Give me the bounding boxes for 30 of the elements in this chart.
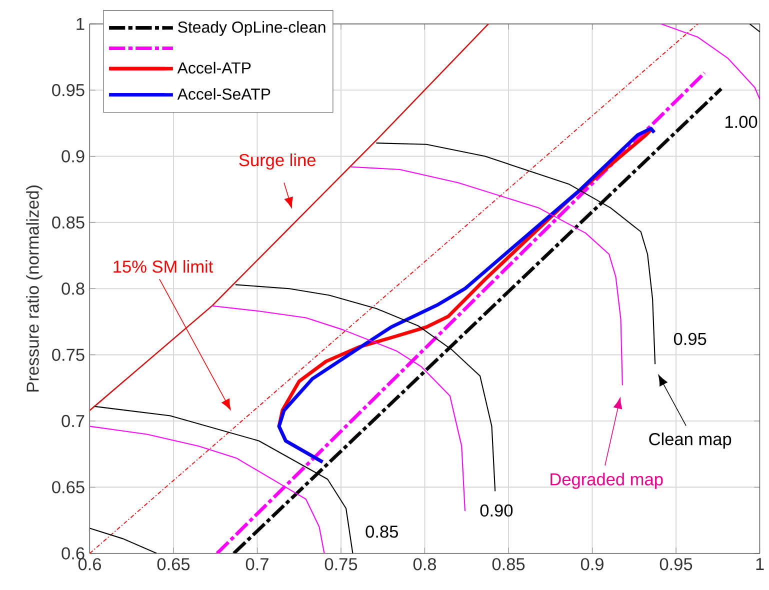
annotation: 0.95: [674, 332, 706, 345]
y-tick-label: 0.95: [52, 84, 84, 96]
annotation: Clean map: [649, 432, 732, 449]
x-tick-label: 1: [756, 558, 764, 570]
annotation: Degraded map: [550, 472, 663, 489]
y-axis-title: Pressure ratio (normalized): [26, 185, 42, 392]
x-tick-label: 0.6: [78, 558, 101, 570]
x-tick-label: 0.7: [246, 558, 268, 570]
annotation: 0.85: [366, 525, 398, 538]
x-tick-label: 0.75: [324, 558, 358, 570]
annotation: Surge line: [239, 153, 316, 170]
y-tick-label: 1: [76, 18, 84, 30]
y-tick-label: 0.7: [62, 414, 84, 428]
y-tick-label: 0.65: [52, 480, 84, 494]
legend-label: Steady OpLine-clean: [178, 20, 326, 36]
annotation: 15% SM limit: [114, 260, 214, 273]
legend-label: Accel-ATP: [177, 62, 251, 74]
x-tick-label: 0.85: [492, 558, 525, 570]
x-tick-label: 0.65: [157, 558, 190, 570]
y-tick-label: 0.8: [62, 282, 84, 295]
x-tick-label: 0.95: [660, 558, 692, 570]
y-tick-label: 0.75: [52, 348, 84, 361]
y-tick-label: 0.9: [62, 150, 84, 162]
x-tick-label: 0.9: [580, 558, 604, 570]
x-tick-label: 0.8: [413, 558, 436, 570]
annotation: 0.90: [480, 504, 513, 516]
y-tick-label: 0.85: [52, 216, 84, 228]
legend-label: Accel-SeATP: [177, 88, 270, 100]
y-tick-label: 0.6: [62, 547, 84, 560]
annotation: 1.00: [726, 116, 758, 128]
